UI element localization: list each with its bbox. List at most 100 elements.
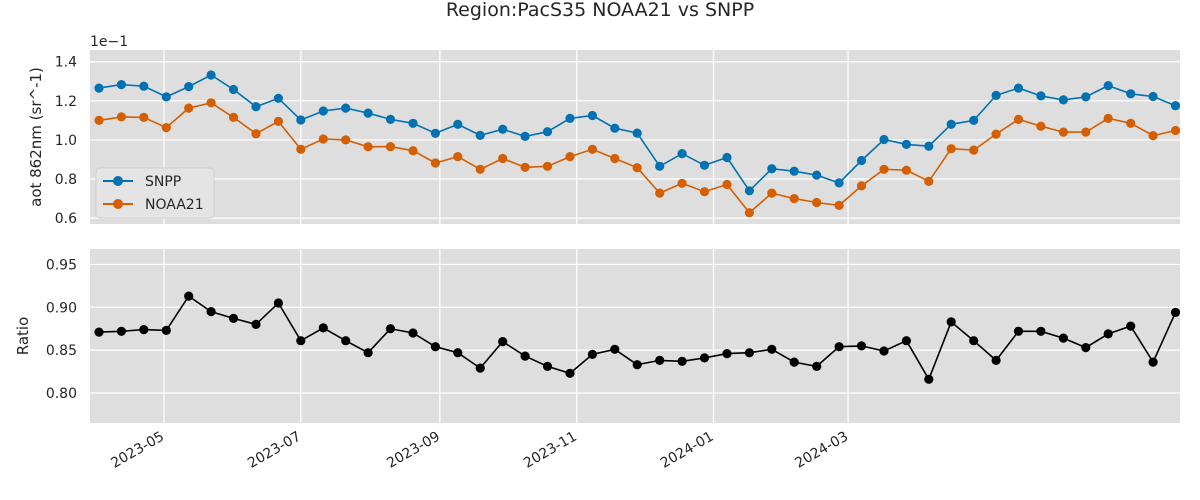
top-data-point-snpp [184,82,194,92]
top-data-point-noaa21 [1081,127,1091,137]
top-data-point-noaa21 [184,103,194,113]
top-data-point-noaa21 [161,123,171,133]
bottom-data-point-ratio [498,337,508,347]
top-data-point-noaa21 [722,179,732,190]
top-y-tick-label: 0.6 [55,211,77,227]
top-data-point-snpp [610,123,620,133]
bottom-data-point-ratio [632,360,642,370]
top-data-point-noaa21 [789,194,799,204]
bottom-data-point-ratio [1103,329,1113,339]
top-data-point-snpp [991,90,1001,100]
top-data-point-snpp [542,127,553,137]
top-data-point-noaa21 [1126,118,1136,128]
top-data-point-snpp [520,131,530,141]
bottom-plot-area [90,249,1180,423]
top-data-point-snpp [789,166,799,176]
top-data-point-noaa21 [969,145,979,155]
top-data-point-noaa21 [1103,113,1113,123]
top-data-point-noaa21 [1058,127,1068,137]
top-data-point-snpp [655,161,665,171]
top-data-point-noaa21 [430,158,440,168]
bottom-data-point-ratio [430,342,440,352]
bottom-data-point-ratio [1148,357,1158,367]
top-data-point-noaa21 [408,146,418,156]
x-tick-label: 2023-07 [245,429,304,472]
top-data-point-snpp [94,83,104,93]
x-tick-label: 2023-09 [384,429,443,472]
x-tick-label: 2023-11 [521,429,580,472]
top-data-point-snpp [901,139,912,149]
top-data-point-snpp [924,141,934,151]
bottom-data-point-ratio [655,355,665,365]
bottom-data-point-ratio [946,317,956,327]
bottom-data-point-ratio [161,325,171,335]
top-data-point-noaa21 [228,112,239,122]
top-data-point-snpp [296,115,306,125]
bottom-data-point-ratio [318,323,328,333]
top-data-point-noaa21 [812,197,822,208]
top-data-point-noaa21 [879,164,889,174]
top-series-layer [94,70,1181,218]
bottom-data-point-ratio [475,363,485,373]
top-data-point-noaa21 [251,129,261,139]
top-data-point-snpp [812,170,822,180]
bottom-data-point-ratio [341,336,351,346]
top-data-point-snpp [385,114,396,124]
bottom-data-point-ratio [1013,326,1024,336]
top-data-point-snpp [969,115,979,125]
top-data-point-snpp [565,113,575,123]
bottom-y-axis-label: Ratio [14,317,32,356]
top-data-point-noaa21 [318,134,328,144]
top-y-tick-label: 1.4 [55,55,77,71]
bottom-data-point-ratio [744,348,755,358]
top-data-point-snpp [1058,95,1068,105]
top-data-point-noaa21 [1013,114,1024,124]
bottom-data-point-ratio [94,327,104,337]
top-data-point-snpp [834,178,844,188]
bottom-series-layer [94,291,1181,384]
top-data-point-noaa21 [699,187,710,197]
top-data-point-noaa21 [632,163,642,173]
top-data-point-snpp [1103,81,1113,91]
x-tick-label: 2023-05 [108,429,167,472]
top-data-point-noaa21 [542,161,553,171]
top-data-point-noaa21 [587,144,598,154]
top-data-point-noaa21 [498,153,508,164]
top-y-axis-label: aot 862nm (sr^-1) [27,67,45,207]
top-y-tick-label: 1.0 [55,133,77,149]
top-data-point-snpp [1081,92,1091,102]
top-data-point-noaa21 [341,135,351,145]
top-data-point-snpp [363,108,373,118]
top-data-point-noaa21 [767,188,777,198]
top-data-point-snpp [228,84,239,95]
top-data-point-snpp [587,110,598,121]
top-data-point-noaa21 [94,115,104,125]
top-data-point-noaa21 [901,165,912,175]
top-data-point-snpp [744,186,755,196]
bottom-data-point-ratio [789,357,799,367]
bottom-data-point-ratio [273,298,283,308]
top-data-point-snpp [632,128,642,138]
top-data-point-noaa21 [991,129,1001,139]
top-data-point-snpp [408,118,418,128]
top-data-point-snpp [767,164,777,174]
bottom-data-point-ratio [184,291,194,301]
top-data-point-snpp [722,152,732,163]
top-data-point-snpp [273,93,283,103]
bottom-data-point-ratio [991,355,1001,365]
top-data-point-snpp [699,160,710,170]
x-ticks: 2023-05 2023-07 2023-09 2023-11 2024-01 2024-… [108,429,851,472]
top-data-point-snpp [251,102,261,112]
bottom-data-point-ratio [587,349,598,359]
top-data-point-snpp [498,124,508,134]
x-tick-label: 2024-01 [658,429,717,472]
top-data-point-snpp [161,92,171,102]
bottom-data-point-ratio [767,344,777,354]
top-data-point-noaa21 [475,164,485,174]
top-data-point-snpp [879,134,889,145]
top-y-ticks: 0.6 0.8 1.0 1.2 1.4 [55,55,77,227]
top-data-point-snpp [1126,89,1136,99]
bottom-grid [90,249,1180,423]
